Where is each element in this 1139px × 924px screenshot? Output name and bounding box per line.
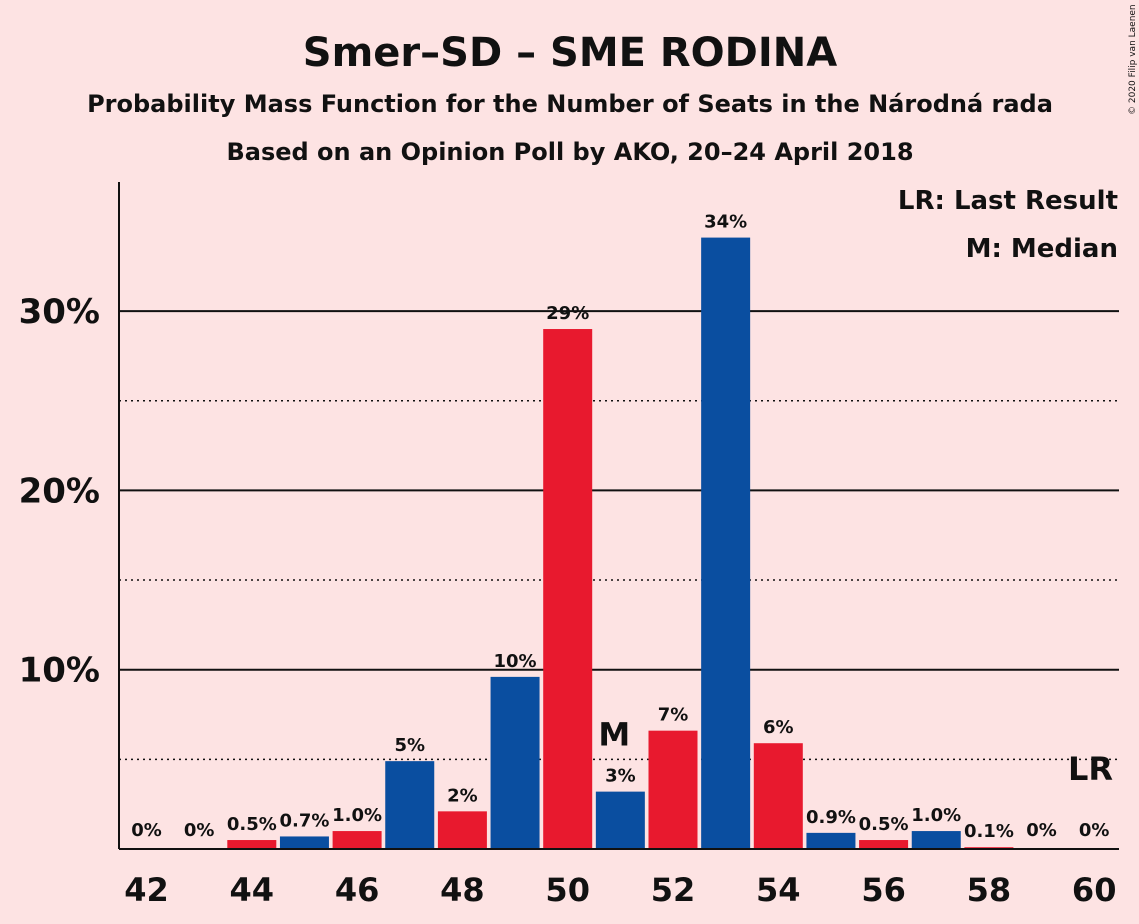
data-label: 5% xyxy=(394,735,425,756)
data-label: 29% xyxy=(546,303,589,324)
x-tick-label: 54 xyxy=(756,871,801,909)
data-label: 2% xyxy=(447,785,478,806)
y-tick-label: 20% xyxy=(19,471,100,511)
x-tick-label: 50 xyxy=(545,871,590,909)
x-tick-label: 42 xyxy=(124,871,169,909)
bar-seat-52 xyxy=(648,730,698,849)
data-label: 0.5% xyxy=(859,814,909,835)
data-label: 1.0% xyxy=(911,805,961,826)
x-tick-label: 46 xyxy=(335,871,380,909)
bar-seat-47 xyxy=(385,761,435,849)
data-label: 0.7% xyxy=(279,810,329,831)
data-label: 3% xyxy=(605,766,636,787)
chart-subtitle: Probability Mass Function for the Number… xyxy=(87,90,1053,118)
x-tick-label: 52 xyxy=(651,871,696,909)
bar-seat-44 xyxy=(227,840,277,849)
x-tick-label: 60 xyxy=(1072,871,1117,909)
bar-seat-46 xyxy=(332,831,382,849)
x-tick-label: 58 xyxy=(967,871,1012,909)
data-label: 6% xyxy=(763,717,794,738)
x-tick-label: 48 xyxy=(440,871,485,909)
data-label: 1.0% xyxy=(332,805,382,826)
bar-seat-53 xyxy=(701,237,751,849)
chart-source: Based on an Opinion Poll by AKO, 20–24 A… xyxy=(226,138,913,166)
bar-seat-48 xyxy=(437,811,487,849)
bar-seat-50 xyxy=(543,329,593,849)
y-tick-label: 30% xyxy=(19,292,100,332)
x-axis-ticks: 42 44 46 48 50 52 54 56 58 60 xyxy=(124,871,1116,909)
data-label: 0.5% xyxy=(227,814,277,835)
bar-seat-51 xyxy=(595,791,645,849)
data-label: 10% xyxy=(494,651,537,672)
data-label: 7% xyxy=(658,705,689,726)
data-label: 0% xyxy=(1079,820,1110,841)
bar-seat-54 xyxy=(753,743,803,849)
gridlines xyxy=(119,310,1119,761)
chart-title: Smer–SD – SME RODINA xyxy=(303,30,837,76)
y-tick-label: 10% xyxy=(19,651,100,691)
data-labels: 0% 0% 0.5% 0.7% 1.0%5%2%10%29%3%7%34%6%0.9% 0… xyxy=(131,212,1113,843)
last-result-marker: LR xyxy=(1068,750,1113,788)
data-label: 0.1% xyxy=(964,821,1014,842)
x-tick-label: 56 xyxy=(861,871,906,909)
bar-seat-55 xyxy=(806,832,856,849)
data-label: 0.9% xyxy=(806,807,856,828)
legend-last-result: LR: Last Result xyxy=(898,186,1118,216)
bar-seat-49 xyxy=(490,676,540,849)
bars xyxy=(227,237,1014,849)
data-label: 0% xyxy=(1026,820,1057,841)
data-label: 34% xyxy=(704,212,747,233)
bar-seat-57 xyxy=(911,831,961,849)
data-label: 0% xyxy=(131,820,162,841)
bar-seat-56 xyxy=(859,840,909,849)
bar-seat-45 xyxy=(279,836,329,849)
x-tick-label: 44 xyxy=(230,871,275,909)
median-marker: M xyxy=(598,716,630,754)
data-label: 0% xyxy=(184,820,215,841)
copyright-note: © 2020 Filip van Laenen xyxy=(1128,4,1138,115)
legend-median: M: Median xyxy=(966,234,1118,264)
y-axis-ticks: 10% 20% 30% xyxy=(19,292,100,691)
